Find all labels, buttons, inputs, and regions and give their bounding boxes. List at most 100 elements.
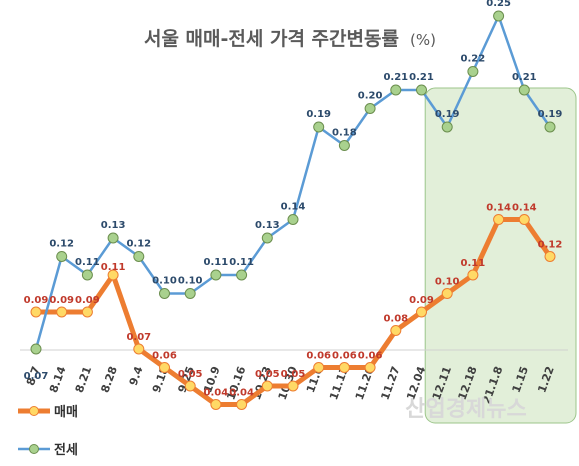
data-label-sale: 0.11: [101, 262, 126, 273]
data-label-sale: 0.12: [538, 240, 563, 251]
data-label-sale: 0.08: [383, 314, 408, 325]
data-label-sale: 0.05: [281, 369, 306, 380]
data-label-jeonse: 0.12: [126, 239, 151, 250]
data-label-jeonse: 0.22: [461, 54, 486, 65]
point-sale: [261, 380, 273, 392]
data-label-sale: 0.11: [461, 258, 486, 269]
point-jeonse: [364, 103, 376, 114]
point-sale: [364, 362, 376, 373]
point-sale: [56, 306, 68, 318]
data-label-sale: 0.05: [178, 369, 203, 380]
point-sale: [159, 362, 170, 373]
chart-title-main: 서울 매매-전세 가격 주간변동률: [144, 28, 399, 50]
point-jeonse: [287, 214, 299, 225]
x-tick-label: 9.4: [127, 364, 146, 387]
point-sale: [30, 306, 42, 318]
data-label-sale: 0.06: [306, 351, 331, 362]
point-sale: [493, 214, 505, 225]
point-jeonse: [133, 251, 145, 262]
x-tick-label: 8.7: [24, 365, 43, 388]
data-label-sale: 0.09: [49, 295, 74, 306]
point-jeonse: [390, 84, 402, 96]
chart-title-unit: (%): [410, 31, 436, 49]
data-label-jeonse: 0.12: [49, 239, 74, 250]
point-jeonse: [544, 121, 556, 133]
data-label-jeonse: 0.11: [75, 257, 100, 268]
point-jeonse: [81, 269, 93, 281]
data-label-sale: 0.14: [512, 203, 537, 214]
data-label-jeonse: 0.21: [383, 72, 408, 83]
chart-title: 서울 매매-전세 가격 주간변동률 (%): [144, 28, 436, 50]
data-label-sale: 0.04: [204, 388, 229, 399]
data-label-jeonse: 0.18: [332, 128, 357, 139]
point-jeonse: [338, 140, 350, 151]
point-jeonse: [416, 84, 427, 96]
data-label-jeonse: 0.11: [229, 257, 254, 268]
point-jeonse: [236, 269, 248, 281]
legend-label-jeonse: 전세: [54, 442, 78, 458]
point-sale: [287, 380, 299, 392]
point-sale: [390, 325, 402, 336]
point-sale: [441, 288, 453, 299]
data-label-sale: 0.06: [332, 351, 357, 362]
point-sale: [544, 251, 556, 262]
x-tick-label: 8.21: [73, 365, 94, 395]
data-label-jeonse: 0.19: [306, 109, 331, 120]
point-jeonse: [518, 84, 530, 96]
x-tick-label: 11.27: [379, 365, 403, 402]
point-jeonse: [159, 288, 170, 299]
x-tick-label: 8.28: [98, 365, 119, 395]
point-jeonse: [210, 269, 222, 281]
data-label-jeonse: 0.13: [255, 220, 280, 231]
data-label-jeonse: 0.10: [152, 276, 177, 287]
data-label-jeonse: 0.25: [486, 0, 511, 9]
point-sale: [416, 306, 427, 318]
highlight-region: [424, 87, 577, 424]
point-jeonse: [493, 10, 505, 22]
data-label-sale: 0.07: [126, 332, 151, 343]
point-jeonse: [261, 232, 273, 244]
data-label-sale: 0.06: [152, 351, 177, 362]
point-jeonse: [467, 66, 479, 77]
data-label-sale: 0.10: [435, 277, 460, 288]
point-jeonse: [56, 251, 68, 262]
legend-marker-jeonse: [29, 444, 39, 454]
data-label-jeonse: 0.20: [358, 91, 383, 102]
point-sale: [107, 269, 119, 281]
data-label-sale: 0.09: [409, 295, 434, 306]
data-label-jeonse: 0.13: [101, 220, 126, 231]
data-label-jeonse: 0.21: [512, 72, 537, 83]
legend-label-sale: 매매: [54, 405, 78, 420]
data-label-jeonse: 0.10: [178, 276, 203, 287]
point-jeonse: [107, 232, 119, 244]
point-jeonse: [441, 121, 453, 133]
point-jeonse: [313, 121, 325, 133]
data-label-sale: 0.05: [255, 369, 280, 380]
point-sale: [133, 343, 145, 355]
data-label-sale: 0.09: [24, 295, 49, 306]
data-label-sale: 0.06: [358, 351, 383, 362]
point-sale: [210, 399, 222, 410]
point-jeonse: [30, 343, 42, 355]
data-label-sale: 0.14: [486, 203, 511, 214]
point-sale: [81, 306, 93, 318]
point-sale: [338, 362, 350, 373]
legend-marker-sale: [29, 406, 39, 416]
data-label-jeonse: 0.11: [204, 257, 229, 268]
x-tick-label: 8.14: [47, 364, 69, 394]
point-sale: [236, 399, 248, 410]
point-jeonse: [184, 288, 196, 299]
point-sale: [184, 380, 196, 392]
data-label-sale: 0.09: [75, 295, 100, 306]
point-sale: [313, 362, 325, 373]
point-sale: [467, 269, 479, 281]
data-label-sale: 0.04: [229, 388, 254, 399]
data-label-jeonse: 0.14: [281, 202, 306, 213]
point-sale: [518, 214, 530, 225]
data-label-jeonse: 0.19: [435, 109, 460, 120]
watermark: 산업경제뉴스: [405, 397, 526, 422]
data-label-jeonse: 0.19: [538, 109, 563, 120]
data-label-jeonse: 0.07: [24, 371, 49, 382]
data-label-jeonse: 0.21: [409, 72, 434, 83]
